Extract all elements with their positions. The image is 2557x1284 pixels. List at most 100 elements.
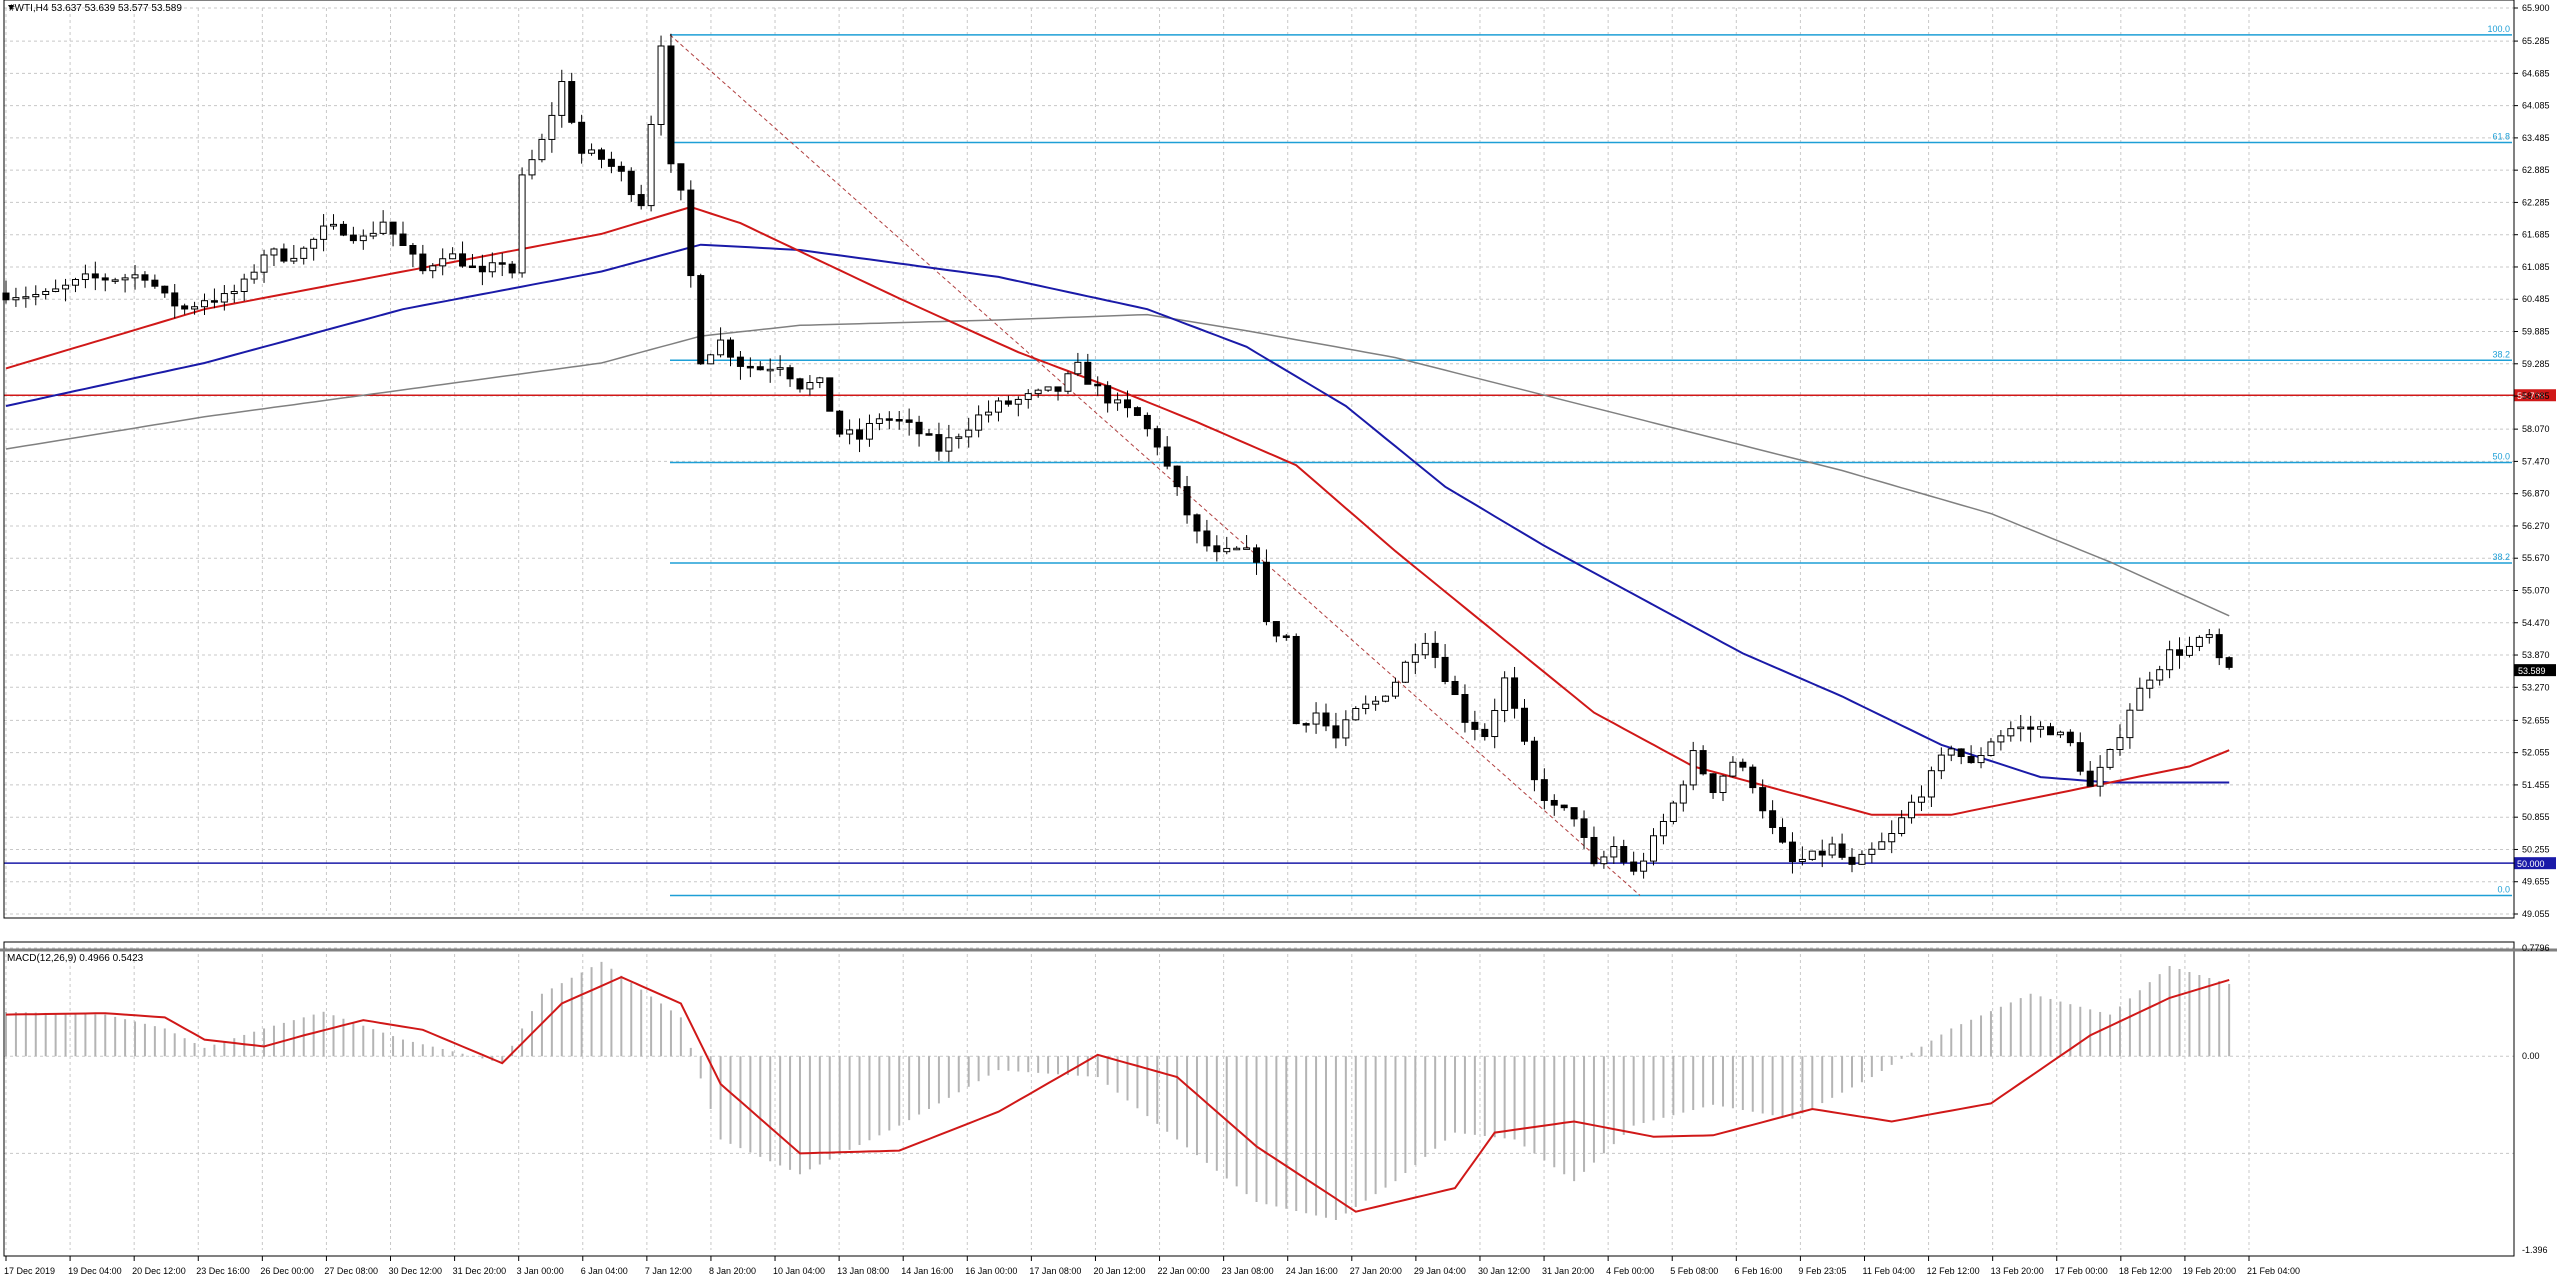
candle-body [1540, 779, 1548, 801]
candle-body [449, 253, 457, 260]
price-tick-label: 60.485 [2522, 294, 2550, 304]
candle-body [1679, 784, 1687, 804]
candle-body [2096, 766, 2104, 787]
price-tick-label: 61.685 [2522, 230, 2550, 240]
candle-body [1193, 514, 1201, 532]
macd-panel-frame [3, 941, 2515, 1257]
candle-body [488, 262, 496, 273]
time-tick-label: 26 Dec 00:00 [260, 1266, 314, 1276]
candle-body [1213, 545, 1221, 553]
macd-info: MACD(12,26,9) 0.4966 0.5423 [7, 953, 144, 964]
level-price-label: 58.700 [2517, 391, 2545, 401]
candle-body [915, 421, 923, 435]
candle-body [220, 293, 228, 303]
time-tick-label: 9 Feb 23:05 [1798, 1266, 1846, 1276]
candle-body [1352, 708, 1360, 721]
candle-body [1957, 748, 1965, 758]
candle-body [1362, 703, 1370, 710]
candle-body [826, 377, 834, 412]
candle-body [131, 274, 139, 279]
candle-body [1084, 361, 1092, 385]
price-tick-label: 50.255 [2522, 844, 2550, 854]
candle-body [1927, 770, 1935, 798]
candle-body [270, 248, 278, 256]
candle-body [1620, 846, 1628, 863]
candle-body [548, 114, 556, 140]
candle-body [617, 165, 625, 172]
candle-body [349, 234, 357, 242]
candle-body [379, 221, 387, 234]
candle-body [1292, 635, 1300, 725]
candle-body [1947, 748, 1955, 756]
candle-body [717, 339, 725, 356]
price-tick-label: 49.655 [2522, 877, 2550, 887]
candle-body [1759, 787, 1767, 812]
candle-body [1243, 547, 1251, 550]
candle-body [1064, 373, 1072, 392]
candle-body [1223, 547, 1231, 553]
candle-body [1411, 654, 1419, 663]
fib-level-label: 38.2 [2492, 552, 2510, 562]
candle-body [429, 265, 437, 272]
candle-body [568, 81, 576, 123]
candle-body [667, 45, 675, 165]
time-tick-label: 31 Jan 20:00 [1542, 1266, 1594, 1276]
time-tick-label: 31 Dec 20:00 [453, 1266, 507, 1276]
price-tick-label: 51.455 [2522, 780, 2550, 790]
candle-body [588, 149, 596, 154]
fibonacci-retracement[interactable]: 100.0 61.8 38.2 50.0 38.2 0.0 [669, 24, 2512, 897]
candle-body [786, 367, 794, 380]
candle-body [2225, 657, 2233, 668]
price-tick-label: 64.685 [2522, 68, 2550, 78]
candle-body [369, 232, 377, 237]
candle-body [2116, 737, 2124, 751]
price-tick-label: 62.885 [2522, 165, 2550, 175]
candle-body [687, 189, 695, 277]
candle-body [210, 300, 218, 303]
candle-body [607, 158, 615, 167]
candle-body [419, 253, 427, 272]
candle-body [2027, 726, 2035, 730]
price-tick-label: 62.285 [2522, 197, 2550, 207]
candle-body [1143, 414, 1151, 430]
time-tick-label: 18 Feb 12:00 [2119, 1266, 2172, 1276]
candle-body [875, 418, 883, 424]
candle-body [518, 174, 526, 274]
fib-level-label: 38.2 [2492, 349, 2510, 359]
time-tick-label: 27 Jan 20:00 [1350, 1266, 1402, 1276]
candle-body [389, 221, 397, 235]
fib-trendline [669, 34, 1641, 896]
candle-body [1282, 635, 1290, 638]
candle-body [2146, 679, 2154, 689]
candle-body [1203, 530, 1211, 547]
candle-body [2056, 731, 2064, 736]
candle-body [1501, 677, 1509, 712]
candle-body [200, 300, 208, 308]
time-tick-label: 19 Dec 04:00 [68, 1266, 122, 1276]
current-price-tag [2514, 664, 2556, 677]
candle-body [1491, 710, 1499, 738]
candle-body [191, 306, 199, 310]
price-tick-label: 63.485 [2522, 133, 2550, 143]
candle-body [1937, 754, 1945, 772]
candle-body [478, 265, 486, 273]
candle-body [756, 366, 764, 371]
candle-body [320, 225, 328, 240]
candle-body [1868, 848, 1876, 855]
candle-body [1124, 399, 1131, 409]
time-tick-label: 19 Feb 20:00 [2183, 1266, 2236, 1276]
candle-body [647, 124, 655, 207]
candle-body [1322, 712, 1330, 727]
macd-tick-label: 0.7796 [2522, 943, 2550, 953]
candle-body [1977, 755, 1985, 764]
price-tick-label: 58.685 [2522, 391, 2550, 401]
candle-body [2156, 669, 2164, 681]
candle-body [2215, 634, 2223, 659]
candle-body [578, 121, 586, 154]
price-tick-label: 64.085 [2522, 101, 2550, 111]
candle-body [2195, 636, 2203, 647]
time-tick-label: 13 Feb 20:00 [1991, 1266, 2044, 1276]
horizontal-levels[interactable]: 58.700 50.000 [4, 389, 2556, 870]
